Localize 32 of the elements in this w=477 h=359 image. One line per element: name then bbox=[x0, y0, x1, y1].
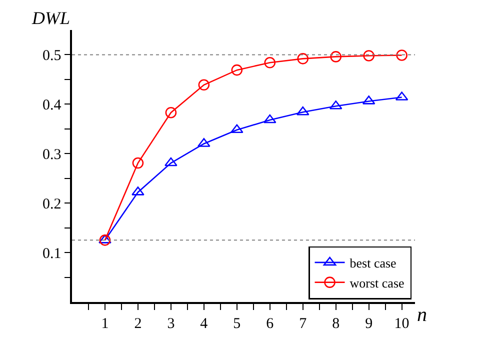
point bbox=[198, 79, 210, 91]
point bbox=[264, 56, 276, 68]
y-axis-title: DWL bbox=[31, 8, 70, 28]
x-tick-label: 1 bbox=[101, 316, 109, 332]
x-tick-label: 5 bbox=[233, 316, 241, 332]
x-tick-label: 7 bbox=[299, 316, 308, 332]
y-tick-label: 0.2 bbox=[42, 196, 62, 212]
point bbox=[132, 157, 144, 169]
legend-label: best case bbox=[350, 256, 397, 270]
point bbox=[296, 106, 310, 116]
x-tick-label: 2 bbox=[134, 316, 142, 332]
point bbox=[297, 53, 309, 64]
y-tick-label: 0.4 bbox=[42, 97, 62, 114]
x-axis-title: n bbox=[417, 304, 427, 326]
y-tick-label: 0.3 bbox=[42, 146, 62, 163]
point bbox=[363, 50, 374, 62]
point bbox=[263, 114, 276, 124]
point bbox=[164, 157, 178, 166]
y-tick-label: 0.5 bbox=[42, 48, 62, 64]
point bbox=[230, 124, 244, 134]
legend-label: worst case bbox=[350, 275, 405, 290]
x-tick-label: 6 bbox=[266, 316, 274, 332]
x-tick-label: 4 bbox=[200, 316, 208, 332]
x-tick-label: 3 bbox=[167, 316, 175, 332]
y-tick-label: 0.1 bbox=[42, 246, 62, 262]
point bbox=[165, 106, 177, 118]
point bbox=[231, 64, 243, 76]
point bbox=[396, 50, 408, 61]
x-tick-label: 10 bbox=[394, 316, 410, 332]
x-tick-label: 8 bbox=[332, 316, 340, 332]
point bbox=[330, 51, 342, 62]
x-tick-label: 9 bbox=[365, 316, 373, 332]
